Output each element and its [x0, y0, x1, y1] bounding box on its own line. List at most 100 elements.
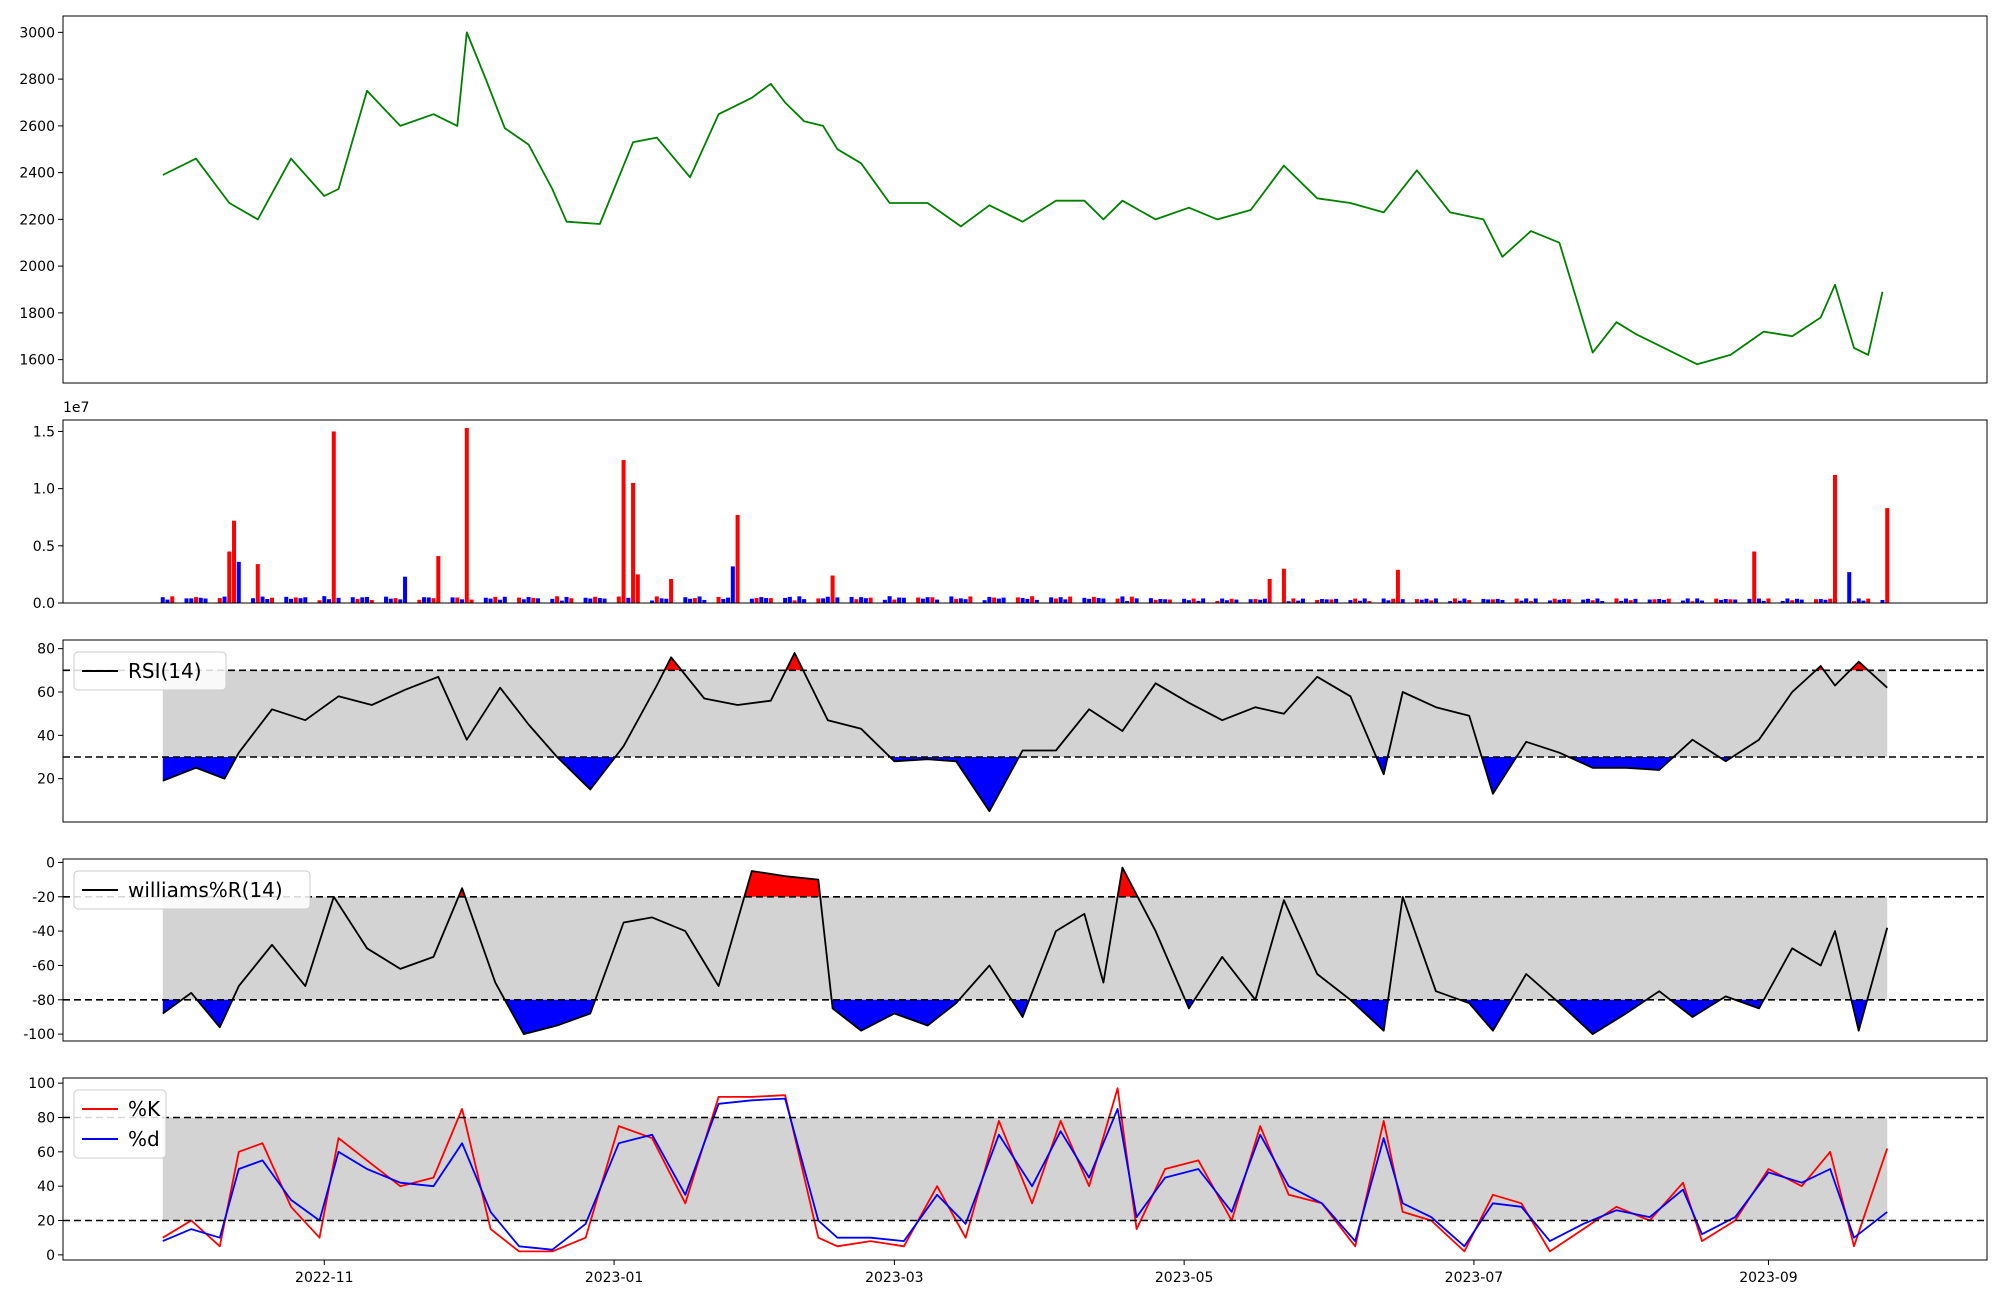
- volume-bar: [1452, 598, 1457, 603]
- volume-bar: [1129, 596, 1134, 603]
- volume-bar: [1481, 598, 1486, 603]
- volume-bar: [1186, 600, 1191, 603]
- x-tick-label: 2022-11: [295, 1270, 354, 1286]
- volume-bar: [365, 596, 370, 603]
- volume-bar: [1120, 596, 1125, 603]
- volume-bar: [1528, 601, 1533, 603]
- price-ytick-label: 2400: [19, 166, 55, 182]
- volume-bar: [1614, 598, 1619, 603]
- volume-bar: [1025, 598, 1030, 603]
- volume-bar: [1424, 598, 1429, 603]
- volume-bar: [1595, 598, 1600, 603]
- volume-bar: [954, 598, 959, 603]
- volume-bar: [996, 598, 1001, 603]
- stochastic-line-k: [162, 1087, 1889, 1253]
- volume-bar: [450, 597, 455, 603]
- volume-bar: [331, 431, 336, 603]
- volume-bar: [583, 597, 588, 603]
- volume-bar: [1291, 598, 1296, 603]
- volume-bar: [1733, 599, 1738, 603]
- volume-bar: [935, 599, 940, 603]
- volume-bar: [426, 597, 431, 603]
- volume-bar: [901, 597, 906, 603]
- volume-bar: [1315, 599, 1320, 603]
- volume-bar: [398, 599, 403, 603]
- price-ytick-label: 1600: [19, 353, 55, 369]
- rsi-oversold-fill: [1569, 757, 1673, 770]
- volume-bar: [1552, 598, 1557, 603]
- rsi-overbought-fill: [1850, 661, 1868, 671]
- volume-bar: [1856, 598, 1861, 603]
- volume-bar: [1562, 599, 1567, 603]
- volume-bar: [868, 597, 873, 603]
- williams-oversold-fill: [1670, 999, 1720, 1017]
- rsi-band: [162, 670, 1888, 757]
- volume-bar: [422, 597, 427, 603]
- volume-bar: [1832, 474, 1837, 603]
- volume-bar: [1220, 598, 1225, 603]
- williams-legend: [73, 870, 311, 910]
- volume-bar: [1030, 596, 1035, 603]
- volume-bar: [203, 598, 208, 603]
- williams-overbought-fill: [1117, 868, 1137, 897]
- volume-bar: [265, 598, 270, 603]
- volume-bar: [1229, 598, 1234, 603]
- volume-bar: [1623, 598, 1628, 603]
- volume-bar: [1153, 599, 1158, 603]
- volume-bar: [816, 598, 821, 603]
- williams-oversold-fill: [1459, 999, 1511, 1031]
- williams-oversold-fill: [1555, 999, 1646, 1035]
- rsi-ytick-label: 80: [37, 642, 55, 658]
- volume-bar: [189, 598, 194, 603]
- stochastic-ytick-label: 20: [37, 1214, 55, 1230]
- volume-bar: [982, 600, 987, 603]
- volume-bar: [550, 598, 555, 603]
- volume-bar: [303, 597, 308, 603]
- volume-bar: [1714, 598, 1719, 603]
- volume-bar: [1448, 601, 1453, 603]
- volume-bar: [1096, 598, 1101, 603]
- volume-bar: [593, 596, 598, 603]
- volume-bar: [863, 598, 868, 603]
- volume-bar: [916, 597, 921, 603]
- volume-bar: [1524, 598, 1529, 603]
- volume-bar: [749, 598, 754, 603]
- volume-bar: [1381, 598, 1386, 603]
- volume-bar: [460, 599, 465, 603]
- volume-bar: [616, 596, 621, 603]
- volume-bar: [1861, 600, 1866, 603]
- rsi-oversold-fill: [890, 757, 1019, 811]
- volume-bar: [1087, 598, 1092, 603]
- volume-bar: [369, 600, 374, 603]
- volume-bar: [1253, 599, 1258, 603]
- volume-bar: [1628, 600, 1633, 603]
- volume-bar: [1433, 598, 1438, 603]
- rsi-ytick-label: 60: [37, 685, 55, 701]
- price-ytick-label: 2200: [19, 212, 55, 228]
- williams-oversold-fill: [831, 999, 959, 1031]
- volume-bar: [1286, 601, 1291, 603]
- williams-axes-frame: [62, 858, 1988, 1042]
- volume-bar: [493, 596, 498, 603]
- volume-bar: [669, 578, 674, 603]
- volume-bar: [930, 597, 935, 603]
- volume-bar: [1666, 598, 1671, 603]
- rsi-legend: [73, 651, 227, 691]
- volume-bar: [821, 598, 826, 603]
- stochastic-band: [162, 1117, 1888, 1221]
- volume-bar: [1068, 596, 1073, 603]
- volume-bar: [1414, 599, 1419, 603]
- volume-bar: [1519, 600, 1524, 603]
- volume-bar: [1657, 598, 1662, 603]
- volume-bar: [569, 598, 574, 603]
- volume-offset-label: 1e7: [63, 400, 89, 416]
- volume-bar: [165, 599, 170, 603]
- price-ytick-label: 3000: [19, 25, 55, 41]
- williams-ytick-label: 0: [46, 855, 55, 871]
- volume-bar: [1790, 600, 1795, 603]
- volume-bar: [949, 596, 954, 603]
- volume-bar: [1818, 599, 1823, 603]
- stochastic-ytick-label: 40: [37, 1179, 55, 1195]
- price-ytick-label: 2600: [19, 119, 55, 135]
- volume-bar: [602, 598, 607, 603]
